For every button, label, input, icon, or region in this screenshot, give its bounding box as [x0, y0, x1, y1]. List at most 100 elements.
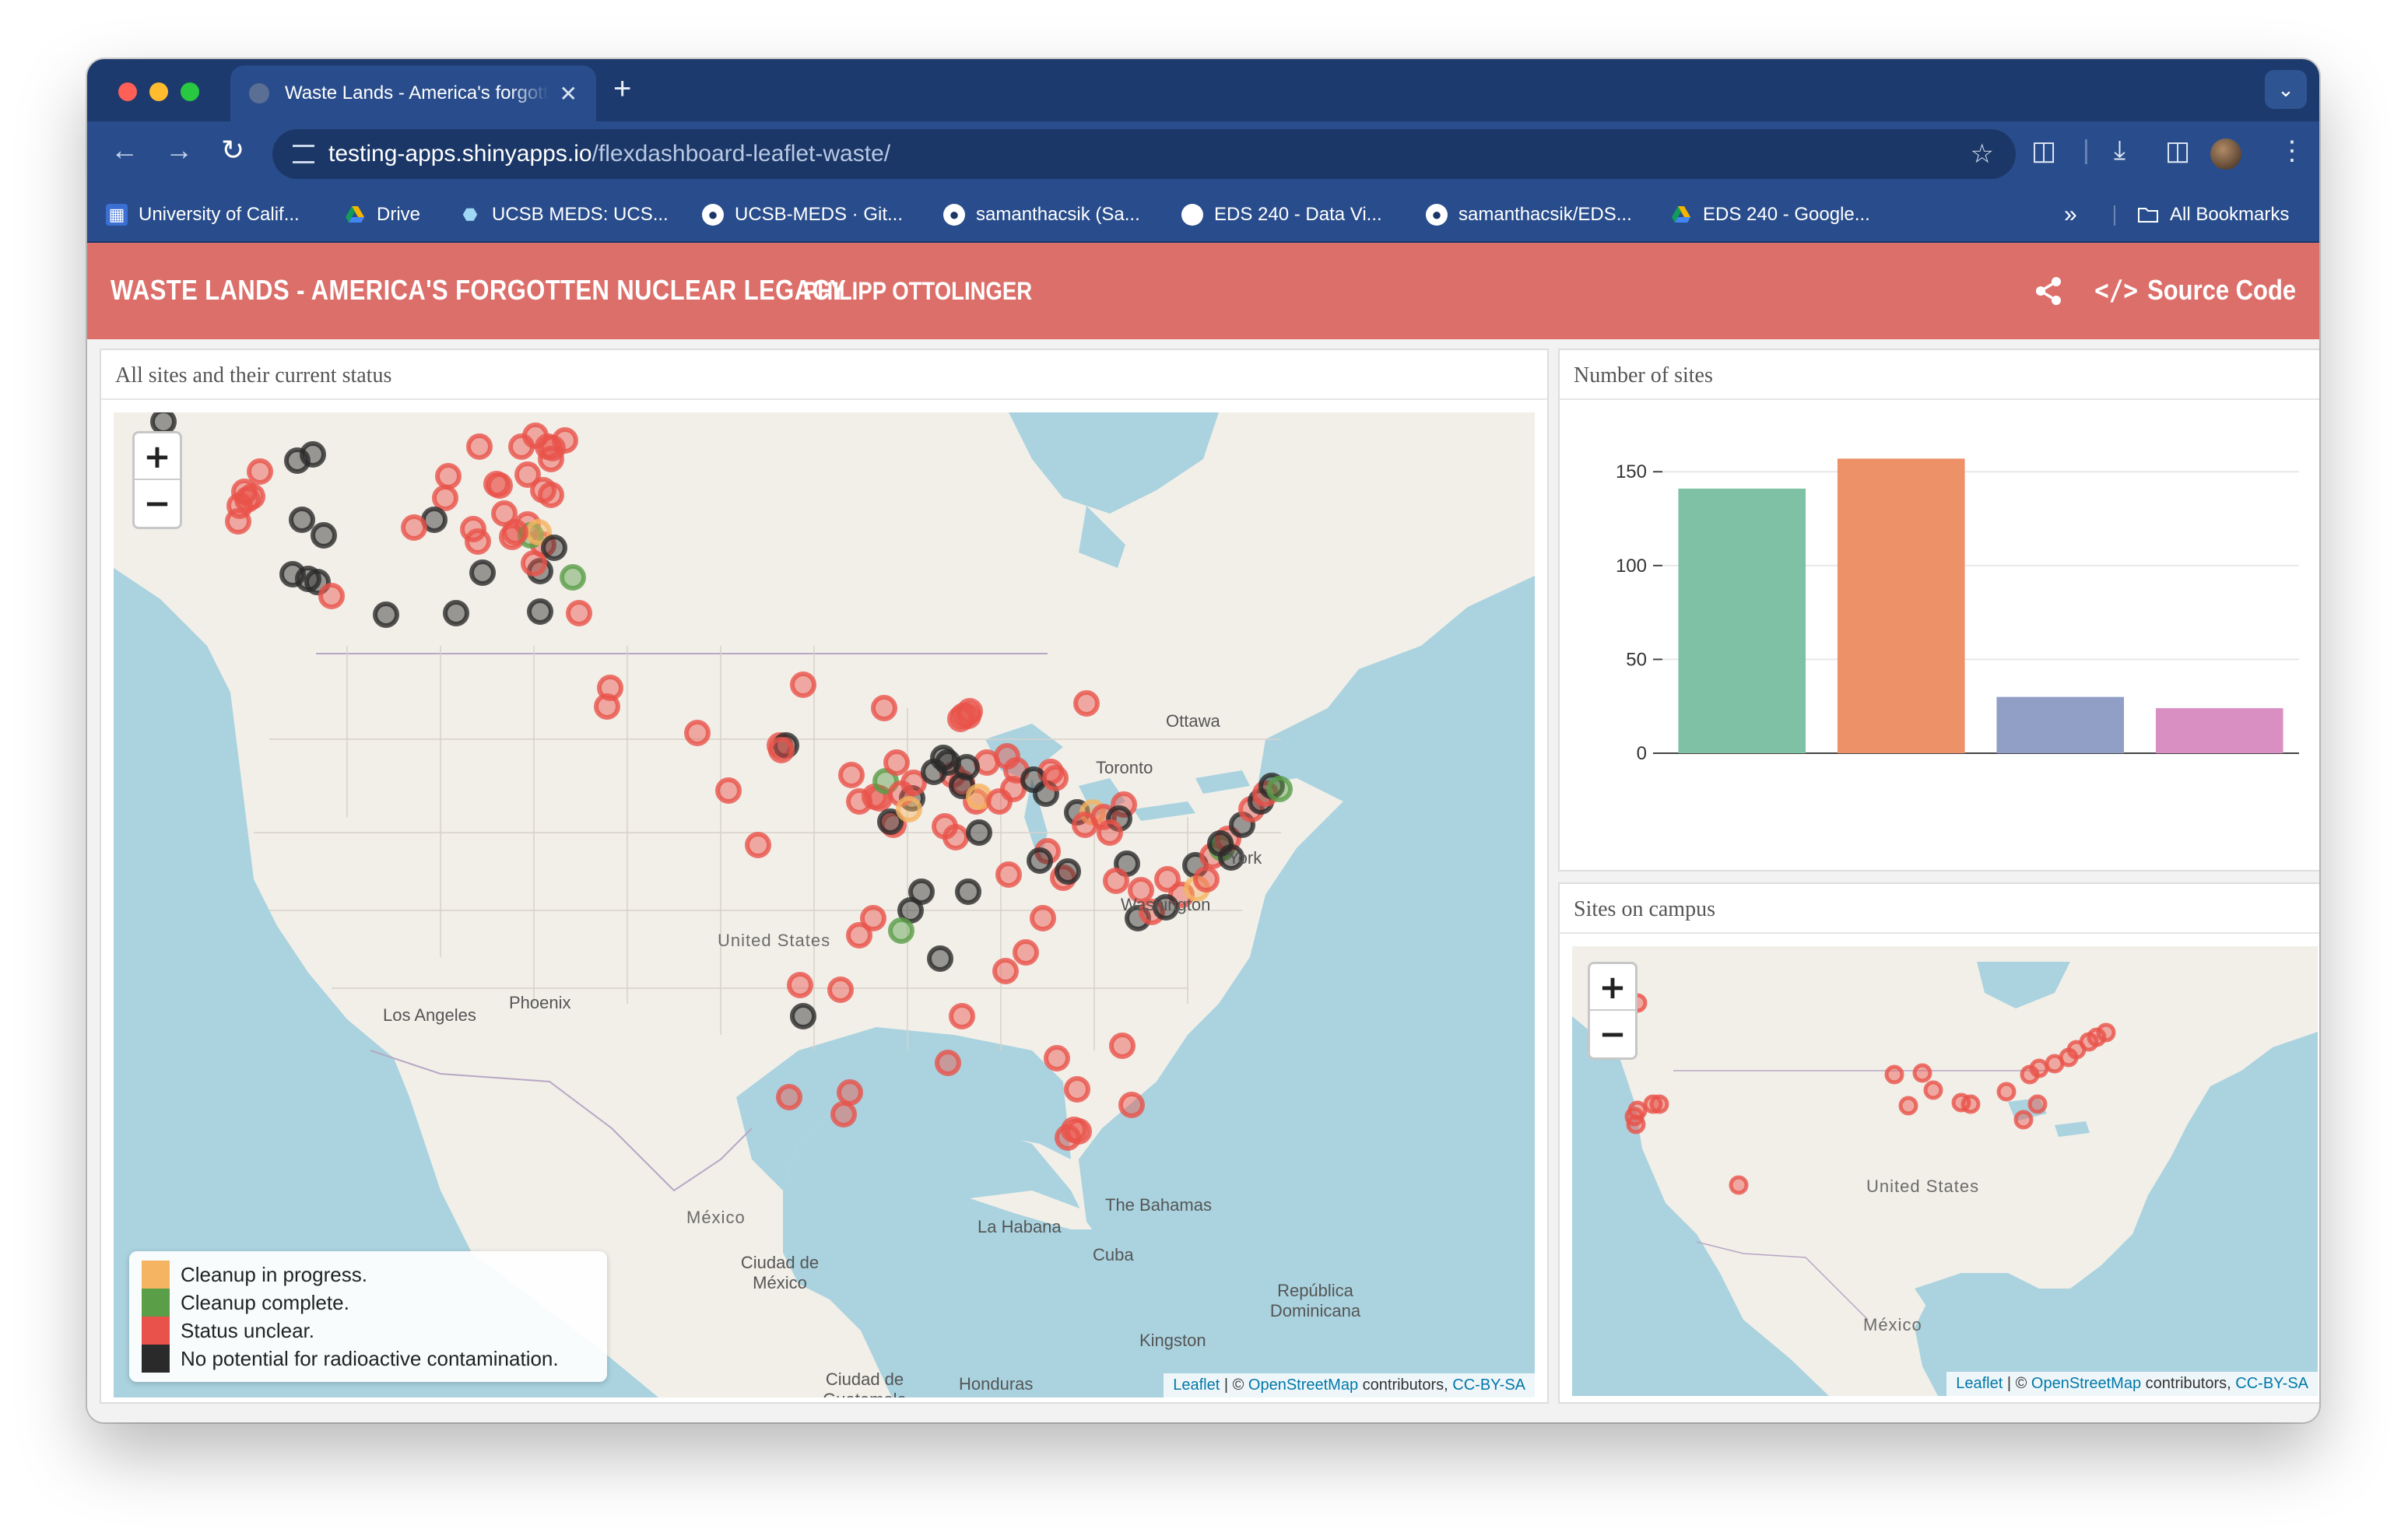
site-marker[interactable]: [2087, 1027, 2107, 1047]
site-marker[interactable]: [466, 433, 493, 460]
site-marker[interactable]: [790, 1003, 816, 1029]
license-link[interactable]: CC-BY-SA: [2235, 1375, 2308, 1392]
site-marker[interactable]: [955, 878, 981, 905]
site-marker[interactable]: [597, 675, 623, 701]
openstreetmap-link[interactable]: OpenStreetMap: [2031, 1375, 2142, 1392]
active-tab[interactable]: Waste Lands - America's forgotten nuclea…: [230, 65, 596, 121]
site-marker[interactable]: [1013, 939, 1039, 966]
site-marker[interactable]: [432, 485, 458, 511]
site-marker[interactable]: [1030, 905, 1056, 931]
site-marker[interactable]: [846, 922, 872, 949]
site-marker[interactable]: [995, 861, 1022, 888]
openstreetmap-link[interactable]: OpenStreetMap: [1248, 1376, 1359, 1394]
site-marker[interactable]: [527, 598, 553, 625]
site-marker[interactable]: [2027, 1094, 2048, 1114]
site-marker[interactable]: [684, 720, 711, 746]
site-marker[interactable]: [465, 528, 491, 555]
site-marker[interactable]: [896, 796, 922, 822]
site-marker[interactable]: [538, 482, 564, 508]
site-marker[interactable]: [435, 463, 462, 489]
more-bookmarks-button[interactable]: »: [2064, 202, 2077, 227]
site-marker[interactable]: [787, 972, 813, 998]
bookmark-ucsb-meds[interactable]: ⬣ UCSB MEDS: UCS...: [459, 187, 668, 243]
all-bookmarks-button[interactable]: All Bookmarks: [2137, 187, 2289, 243]
site-marker[interactable]: [768, 737, 795, 763]
all-sites-map[interactable]: + − Ottawa Toronto York Washington Unite…: [114, 412, 1535, 1397]
site-marker[interactable]: [373, 601, 399, 628]
site-marker[interactable]: [502, 519, 528, 545]
site-marker[interactable]: [225, 508, 251, 535]
new-tab-button[interactable]: +: [613, 72, 632, 106]
site-marker[interactable]: [1055, 858, 1081, 885]
campus-map-canvas[interactable]: [1572, 946, 2318, 1396]
site-marker[interactable]: [1073, 690, 1100, 717]
source-code-link[interactable]: </> Source Code: [2094, 274, 2296, 307]
address-bar[interactable]: testing-apps.shinyapps.io/flexdashboard-…: [272, 129, 2016, 179]
site-marker[interactable]: [541, 535, 567, 561]
site-marker[interactable]: [1103, 868, 1129, 894]
site-marker[interactable]: [745, 832, 771, 858]
map-canvas[interactable]: [114, 412, 1535, 1397]
download-icon[interactable]: ⤓: [2114, 135, 2126, 165]
side-panel-icon[interactable]: ◫: [2165, 136, 2191, 166]
site-marker[interactable]: [888, 917, 914, 944]
license-link[interactable]: CC-BY-SA: [1452, 1376, 1525, 1394]
bookmark-ucsb-meds-github[interactable]: ● UCSB-MEDS · Git...: [702, 187, 903, 243]
tab-search-button[interactable]: ⌄: [2265, 70, 2307, 109]
site-marker[interactable]: [1109, 1033, 1136, 1059]
site-marker[interactable]: [1649, 1094, 1669, 1114]
site-marker[interactable]: [247, 458, 273, 485]
site-marker[interactable]: [1027, 847, 1053, 874]
site-marker[interactable]: [966, 819, 992, 846]
site-marker[interactable]: [1960, 1094, 1981, 1114]
site-marker[interactable]: [790, 672, 816, 698]
site-marker[interactable]: [992, 958, 1019, 984]
site-marker[interactable]: [827, 977, 854, 1003]
site-marker[interactable]: [947, 706, 974, 732]
site-marker[interactable]: [594, 693, 620, 720]
site-marker[interactable]: [521, 550, 547, 577]
zoom-in-button[interactable]: +: [135, 433, 180, 480]
reload-button[interactable]: ↻: [221, 134, 245, 166]
site-marker[interactable]: [860, 905, 886, 931]
site-marker[interactable]: [1884, 1064, 1904, 1085]
site-marker[interactable]: [1218, 844, 1244, 871]
site-marker[interactable]: [837, 1079, 863, 1106]
site-marker[interactable]: [486, 472, 513, 499]
leaflet-link[interactable]: Leaflet: [1956, 1375, 2003, 1392]
site-marker[interactable]: [908, 878, 935, 905]
bookmark-drive[interactable]: Drive: [344, 187, 420, 243]
bookmark-samanthacsik[interactable]: ● samanthacsik (Sa...: [943, 187, 1140, 243]
campus-map[interactable]: + − United States México Leaflet | © Ope…: [1572, 946, 2318, 1396]
zoom-out-button[interactable]: −: [143, 484, 171, 522]
site-marker[interactable]: [1923, 1080, 1943, 1100]
profile-avatar[interactable]: [2210, 139, 2241, 170]
site-marker[interactable]: [318, 583, 345, 609]
site-marker[interactable]: [1626, 1114, 1646, 1134]
site-marker[interactable]: [300, 441, 326, 468]
site-marker[interactable]: [443, 600, 469, 626]
site-marker[interactable]: [469, 559, 496, 586]
bookmark-eds240-google[interactable]: EDS 240 - Google...: [1670, 187, 1870, 243]
site-marker[interactable]: [1153, 894, 1179, 921]
site-marker[interactable]: [1898, 1096, 1918, 1116]
site-marker[interactable]: [539, 435, 566, 461]
minimize-window-button[interactable]: [149, 82, 168, 101]
site-marker[interactable]: [560, 564, 586, 591]
site-marker[interactable]: [1996, 1082, 2017, 1102]
site-marker[interactable]: [776, 1084, 802, 1110]
tab-close-icon[interactable]: ✕: [559, 81, 577, 106]
site-marker[interactable]: [830, 1101, 857, 1127]
site-marker[interactable]: [1072, 812, 1098, 838]
site-marker[interactable]: [150, 412, 177, 435]
site-marker[interactable]: [1128, 877, 1154, 903]
site-marker[interactable]: [514, 461, 541, 488]
more-menu-icon[interactable]: ⋮: [2279, 136, 2305, 166]
site-marker[interactable]: [1154, 866, 1181, 892]
forward-button[interactable]: →: [165, 134, 193, 166]
zoom-in-button[interactable]: +: [1590, 964, 1635, 1011]
site-marker[interactable]: [289, 507, 315, 533]
site-marker[interactable]: [2096, 1022, 2116, 1043]
site-marker[interactable]: [566, 600, 592, 626]
site-marker[interactable]: [1064, 1076, 1090, 1103]
